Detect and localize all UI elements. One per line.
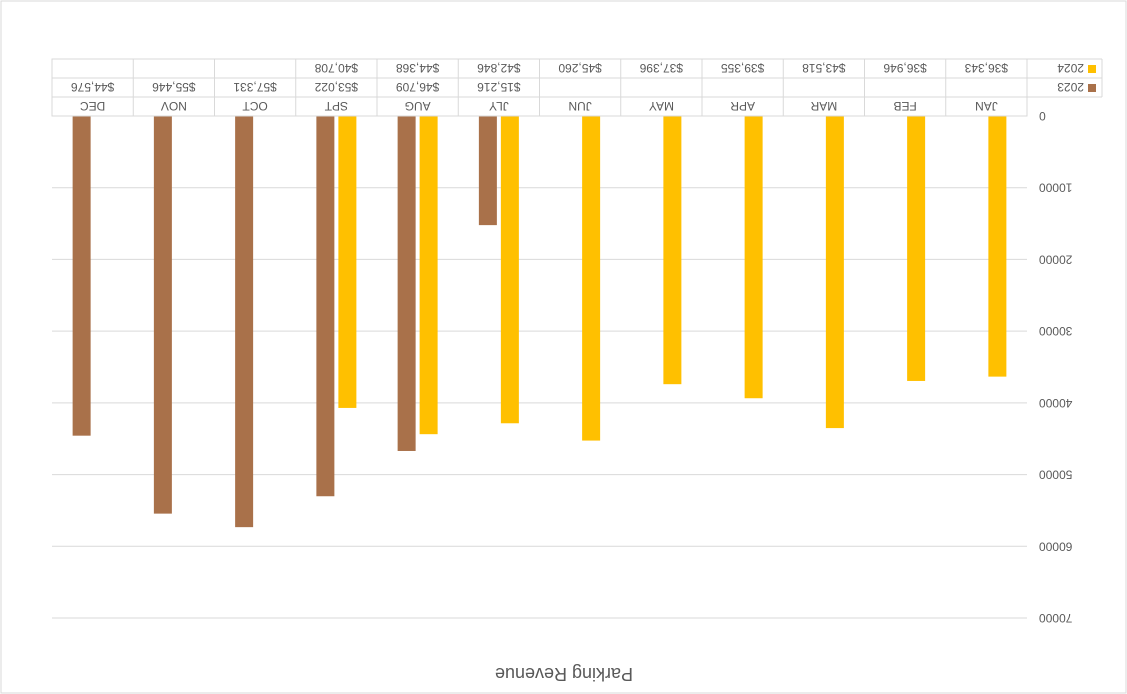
- bar-2024-may: [663, 116, 682, 385]
- data-label: $44,576: [71, 80, 115, 94]
- bar-2024-spt: [338, 116, 357, 408]
- bar-2023-oct: [235, 116, 254, 528]
- bar-2023-aug: [397, 116, 416, 451]
- bar-2023-jly: [478, 116, 497, 226]
- y-tick-label: 0: [1039, 109, 1046, 123]
- data-label: $37,396: [639, 61, 683, 75]
- bar-2024-aug: [419, 116, 438, 435]
- legend-swatch-2024: [1088, 65, 1096, 73]
- y-tick-label: 50000: [1039, 468, 1073, 482]
- y-tick-label: 20000: [1039, 252, 1073, 266]
- legend-label-2023: 2023: [1057, 80, 1084, 94]
- x-tick-label: APR: [730, 99, 755, 113]
- x-tick-label: MAY: [649, 99, 674, 113]
- bar-2024-apr: [744, 116, 763, 399]
- x-tick-label: OCT: [242, 99, 268, 113]
- y-tick-label: 10000: [1039, 181, 1073, 195]
- data-label: $53,022: [314, 80, 358, 94]
- data-label: $36,343: [964, 61, 1008, 75]
- legend-label-2024: 2024: [1057, 61, 1084, 75]
- x-tick-label: JAN: [975, 99, 998, 113]
- chart-title: Parking Revenue: [495, 664, 633, 684]
- bar-2024-mar: [825, 116, 844, 429]
- bar-2024-feb: [907, 116, 926, 381]
- x-tick-label: NOV: [161, 99, 187, 113]
- data-label: $46,709: [396, 80, 440, 94]
- y-axis: 0 10000 20000 30000 40000 50000 60000 70000: [1039, 109, 1073, 625]
- x-tick-label: JLY: [489, 99, 509, 113]
- data-label: $39,355: [721, 61, 765, 75]
- legend-swatch-2023: [1088, 84, 1096, 92]
- data-table: JAN FEB MAR APR MAY JUN JLY AUG SPT OCT NOV DEC 2023…: [51, 58, 1103, 117]
- x-tick-label: DEC: [80, 99, 106, 113]
- data-label: $42,846: [477, 61, 521, 75]
- data-label: $15,216: [477, 80, 521, 94]
- x-tick-label: MAR: [810, 99, 837, 113]
- y-tick-label: 70000: [1039, 611, 1073, 625]
- bar-2024-jly: [500, 116, 519, 424]
- bars: [72, 116, 1007, 528]
- bar-2023-spt: [316, 116, 335, 497]
- y-tick-label: 60000: [1039, 539, 1073, 553]
- bar-2024-jan: [988, 116, 1007, 377]
- data-label: $40,708: [314, 61, 358, 75]
- data-label: $43,518: [802, 61, 846, 75]
- gridlines: [52, 187, 1027, 619]
- data-label: $57,331: [233, 80, 277, 94]
- bar-2023-dec: [72, 116, 91, 436]
- x-tick-label: AUG: [405, 99, 431, 113]
- data-label: $44,368: [396, 61, 440, 75]
- x-tick-label: FEB: [893, 99, 916, 113]
- data-label: $55,446: [152, 80, 196, 94]
- data-label: $45,260: [558, 61, 602, 75]
- y-tick-label: 40000: [1039, 396, 1073, 410]
- bar-2023-nov: [153, 116, 172, 514]
- bar-2024-jun: [582, 116, 601, 441]
- x-tick-label: SPT: [324, 99, 348, 113]
- y-tick-label: 30000: [1039, 324, 1073, 338]
- x-tick-label: JUN: [568, 99, 591, 113]
- data-label: $36,946: [883, 61, 927, 75]
